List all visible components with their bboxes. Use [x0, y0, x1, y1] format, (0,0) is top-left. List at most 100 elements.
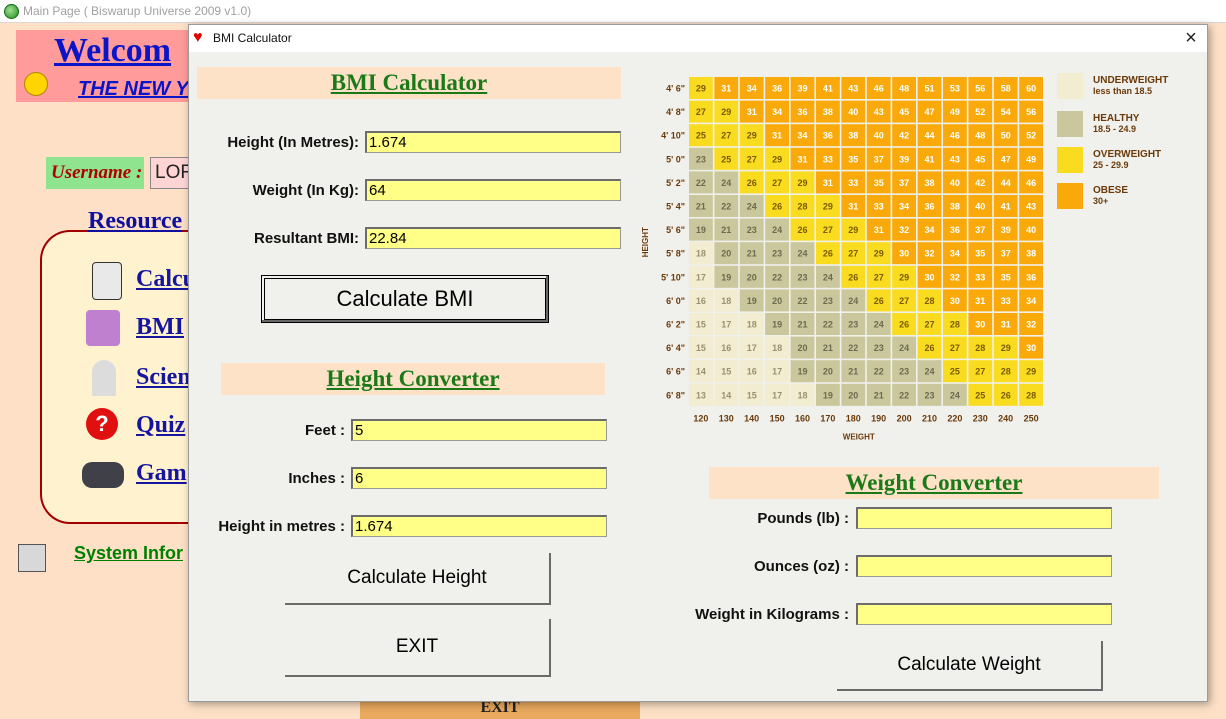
heatmap-cell-label: 31: [874, 225, 884, 235]
heatmap-cell: [714, 171, 739, 194]
result-bmi-input[interactable]: [365, 227, 621, 249]
heatmap-cell-label: 25: [696, 131, 706, 141]
heatmap-cell-label: 27: [848, 249, 858, 259]
system-info-link[interactable]: System Infor: [74, 543, 184, 563]
heatmap-cell: [689, 218, 713, 241]
heatmap-cell: [1019, 289, 1043, 312]
bmi-chart: 29 31 34 36 39 41 43 46 48 51 53 56 58 60 27 29 31 34 36 38…: [641, 77, 1043, 441]
height-input[interactable]: [365, 131, 621, 153]
legend-swatch: [1057, 73, 1083, 99]
height-in-metres-input[interactable]: [351, 515, 607, 537]
heatmap-cell-label: 26: [1001, 390, 1011, 400]
heatmap-cell-label: 38: [848, 131, 858, 141]
heatmap-cell: [739, 360, 764, 383]
heatmap-cell: [993, 289, 1018, 312]
heatmap-cell-label: 41: [924, 154, 934, 164]
heatmap-cell: [943, 100, 967, 123]
heatmap-cell-label: 14: [721, 390, 731, 400]
heatmap-cell: [866, 195, 891, 217]
heatmap-cell: [714, 289, 739, 312]
heatmap-cell: [993, 360, 1018, 383]
heatmap-cell: [892, 336, 916, 359]
heatmap-cell-label: 26: [848, 272, 858, 282]
heatmap-cell-label: 36: [772, 84, 782, 94]
resource-item-bmi[interactable]: BMI: [86, 310, 206, 350]
heatmap-cell-label: 26: [772, 202, 782, 212]
heatmap-cell: [765, 100, 789, 123]
heatmap-cell-label: 27: [747, 154, 757, 164]
height-converter-header: Height Converter: [221, 363, 605, 395]
calculate-bmi-button[interactable]: Calculate BMI: [261, 275, 549, 323]
resource-item-calculator[interactable]: Calcu: [86, 262, 206, 302]
heatmap-cell: [714, 124, 739, 147]
heatmap-cell: [790, 171, 815, 194]
heatmap-cell: [714, 336, 739, 359]
heatmap-cell: [816, 218, 840, 241]
calculate-height-button[interactable]: Calculate Height: [285, 553, 551, 605]
heatmap-cell: [917, 124, 942, 147]
heatmap-cell-label: 29: [747, 131, 757, 141]
heatmap-cell-label: 22: [696, 178, 706, 188]
pounds-input[interactable]: [856, 507, 1112, 529]
heatmap-cell: [841, 100, 866, 123]
heatmap-cell-label: 28: [950, 320, 960, 330]
heatmap-cell: [689, 171, 713, 194]
resource-item-science[interactable]: Scien: [86, 360, 206, 400]
exit-button[interactable]: EXIT: [285, 619, 551, 677]
heatmap-cell: [993, 77, 1018, 99]
heatmap-cell: [892, 195, 916, 217]
heatmap-cell: [739, 383, 764, 406]
heatmap-cell-label: 34: [1026, 296, 1036, 306]
heatmap-cell: [816, 265, 840, 288]
heatmap-cell: [1019, 265, 1043, 288]
heatmap-cell: [841, 218, 866, 241]
y-tick-label: 6' 4": [666, 343, 685, 353]
heatmap-cell: [790, 265, 815, 288]
heatmap-cell-label: 26: [797, 225, 807, 235]
heatmap-cell-label: 21: [797, 320, 807, 330]
heatmap-cell-label: 47: [924, 107, 934, 117]
heatmap-cell: [993, 265, 1018, 288]
heatmap-cell: [739, 218, 764, 241]
heatmap-cell-label: 42: [975, 178, 985, 188]
heatmap-cell: [816, 77, 840, 99]
heatmap-cell: [968, 360, 993, 383]
heatmap-cell: [841, 124, 866, 147]
heatmap-cell-label: 39: [899, 154, 909, 164]
heatmap-cell-label: 27: [975, 367, 985, 377]
heatmap-cell: [917, 218, 942, 241]
heatmap-cell-label: 28: [797, 202, 807, 212]
calculate-weight-button[interactable]: Calculate Weight: [837, 641, 1103, 691]
heatmap-cell-label: 27: [924, 320, 934, 330]
feet-input[interactable]: [351, 419, 607, 441]
close-button[interactable]: ×: [1185, 27, 1197, 49]
heatmap-cell: [943, 242, 967, 265]
heatmap-cell-label: 28: [924, 296, 934, 306]
x-tick-label: 230: [973, 413, 988, 423]
heatmap-cell: [689, 77, 713, 99]
heatmap-cell-label: 40: [975, 202, 985, 212]
resource-item-quiz[interactable]: ? Quiz: [86, 408, 206, 448]
heatmap-cell: [866, 171, 891, 194]
heatmap-cell-label: 22: [848, 343, 858, 353]
weight-converter-header: Weight Converter: [709, 467, 1159, 499]
heatmap-cell-label: 30: [924, 272, 934, 282]
resource-item-games[interactable]: Gam: [82, 456, 206, 496]
heatmap-cell: [866, 242, 891, 265]
x-tick-label: 210: [922, 413, 937, 423]
heatmap-cell-label: 40: [874, 131, 884, 141]
weight-in-kg-input[interactable]: [856, 603, 1112, 625]
x-tick-label: 150: [770, 413, 785, 423]
heatmap-cell-label: 31: [823, 178, 833, 188]
heatmap-cell: [993, 100, 1018, 123]
legend-swatch: [1057, 147, 1083, 173]
bmi-calculator-dialog: ♥ BMI Calculator × BMI Calculator Height…: [188, 24, 1208, 702]
x-tick-label: 170: [820, 413, 835, 423]
heatmap-cell-label: 38: [823, 107, 833, 117]
heatmap-cell: [892, 147, 916, 170]
y-tick-label: 5' 4": [666, 202, 685, 212]
inches-input[interactable]: [351, 467, 607, 489]
weight-input[interactable]: [365, 179, 621, 201]
welcome-banner: Welcom THE NEW Y: [16, 30, 196, 102]
ounces-input[interactable]: [856, 555, 1112, 577]
